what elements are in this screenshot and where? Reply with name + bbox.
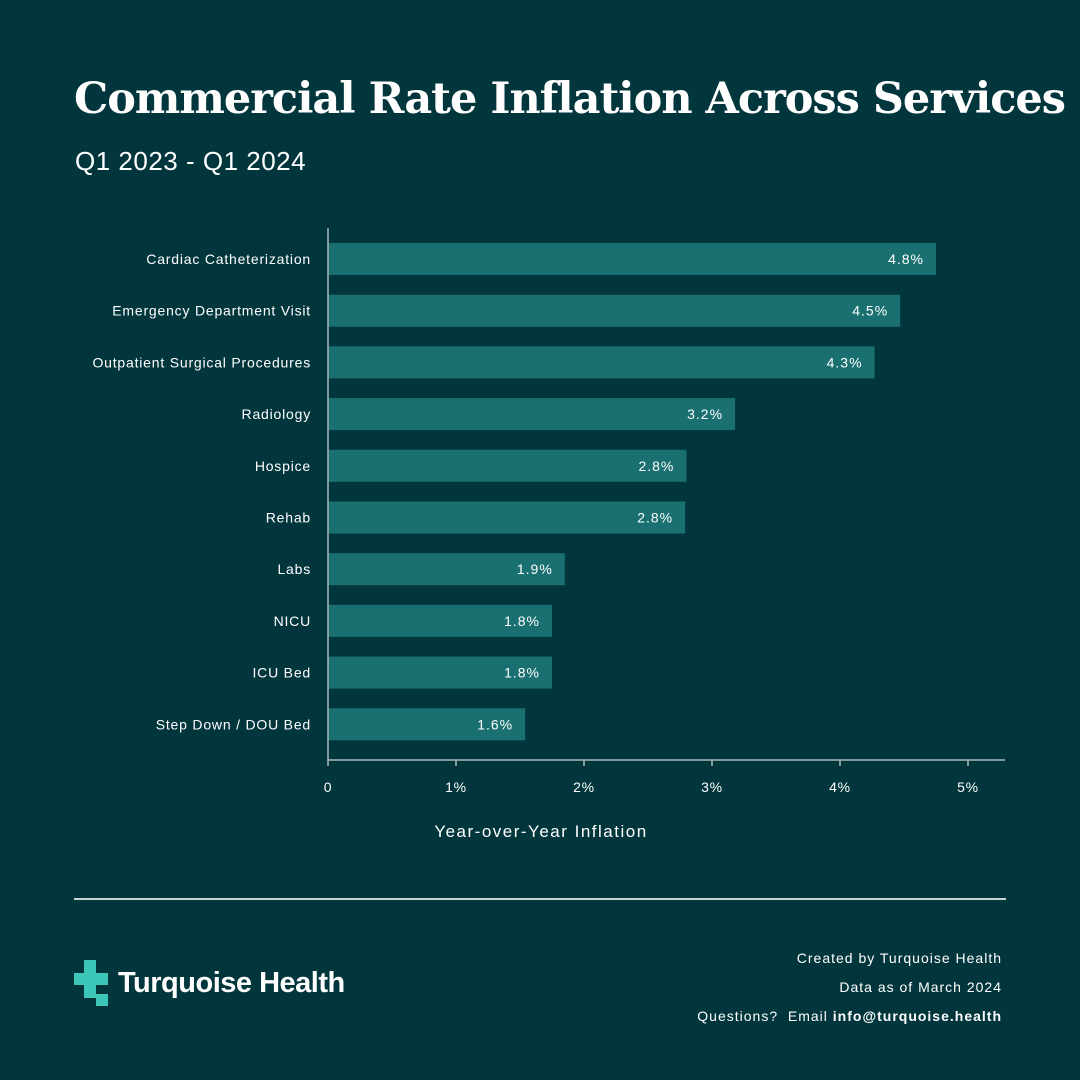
x-tick-label: 0 xyxy=(324,779,333,795)
bar xyxy=(328,294,901,327)
bar-data-label: 1.6% xyxy=(477,716,513,732)
created-by: Created by Turquoise Health xyxy=(796,950,1002,966)
x-tick-label: 2% xyxy=(573,779,595,795)
page-title: Commercial Rate Inflation Across Service… xyxy=(74,74,1066,124)
footer-divider xyxy=(74,898,1006,900)
bar xyxy=(328,243,936,275)
x-axis-title: Year-over-Year Inflation xyxy=(434,822,647,841)
category-label: Labs xyxy=(277,561,311,577)
bar xyxy=(328,501,686,534)
category-label: NICU xyxy=(274,613,311,629)
bar-data-label: 1.8% xyxy=(504,665,540,681)
bar-data-label: 4.3% xyxy=(827,354,863,370)
category-label: Hospice xyxy=(255,458,311,474)
bar-data-label: 3.2% xyxy=(687,406,723,422)
brand-name: Turquoise Health xyxy=(118,966,345,999)
page-subtitle: Q1 2023 - Q1 2024 xyxy=(75,146,307,176)
category-label: Radiology xyxy=(242,406,311,422)
contact-email[interactable]: info@turquoise.health xyxy=(832,1008,1002,1024)
plus-cross-icon xyxy=(74,960,108,1006)
turquoise-health-logo: Turquoise Health xyxy=(74,960,345,1006)
category-label: ICU Bed xyxy=(252,665,311,681)
category-label: Emergency Department Visit xyxy=(112,303,311,319)
bar xyxy=(328,449,687,482)
bar xyxy=(328,708,526,741)
category-label: Rehab xyxy=(266,510,311,526)
bar xyxy=(328,346,875,379)
x-tick-label: 3% xyxy=(701,779,723,795)
x-tick-label: 4% xyxy=(829,779,851,795)
x-tick-label: 5% xyxy=(957,779,979,795)
bar xyxy=(328,656,552,689)
questions-label: Questions? Email xyxy=(697,1008,833,1024)
bar-data-label: 2.8% xyxy=(637,510,673,526)
bar-data-label: 4.5% xyxy=(852,303,888,319)
credits: Created by Turquoise Health Data as of M… xyxy=(697,944,1002,1031)
bar xyxy=(328,398,736,431)
bar-data-label: 1.8% xyxy=(504,613,540,629)
bar xyxy=(328,553,565,586)
category-label: Step Down / DOU Bed xyxy=(156,716,311,732)
bar xyxy=(328,604,552,637)
data-as-of: Data as of March 2024 xyxy=(839,979,1002,995)
bar-chart: 4.8% Cardiac Catheterization 4.5% Emergency… xyxy=(92,228,1005,841)
x-tick-label: 1% xyxy=(445,779,467,795)
bar-data-label: 1.9% xyxy=(517,561,553,577)
category-label: Cardiac Catheterization xyxy=(146,251,311,267)
bar-data-label: 2.8% xyxy=(638,458,674,474)
bar-data-label: 4.8% xyxy=(888,251,924,267)
category-label: Outpatient Surgical Procedures xyxy=(92,354,311,370)
